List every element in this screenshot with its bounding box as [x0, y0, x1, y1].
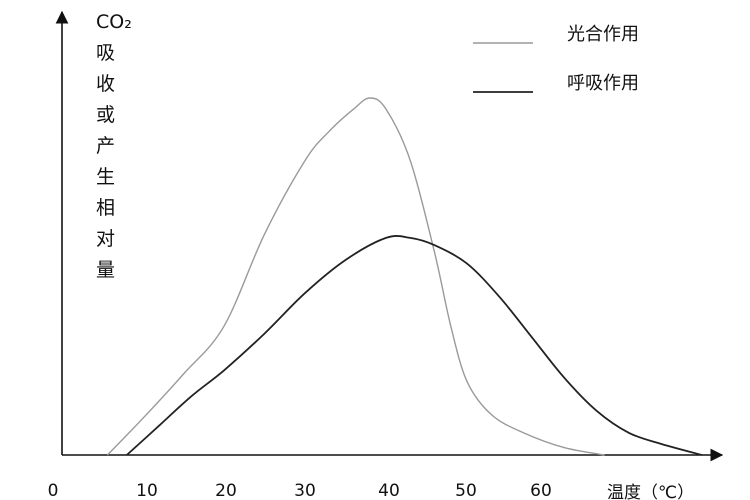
x-tick-label-40: 40: [378, 481, 400, 500]
x-tick-label-50: 50: [455, 481, 477, 500]
legend-label-0: 光合作用: [567, 24, 639, 45]
x-tick-label-30: 30: [294, 481, 316, 500]
y-label-char-6: 相: [96, 197, 115, 219]
y-label-char-0: CO₂: [96, 11, 132, 33]
y-label-char-1: 吸: [96, 42, 115, 64]
x-tick-labels: 0 10 20 30 40 50 60: [48, 481, 552, 500]
x-tick-label-0: 0: [48, 481, 59, 500]
x-tick-label-60: 60: [530, 481, 552, 500]
series-line-1: [126, 235, 703, 456]
x-axis-label: 温度（℃）: [607, 483, 694, 500]
y-label-char-4: 产: [96, 135, 115, 157]
series-lines: [106, 97, 703, 456]
y-label-char-2: 收: [96, 73, 115, 95]
x-tick-label-20: 20: [215, 481, 237, 500]
x-tick-label-10: 10: [136, 481, 158, 500]
y-label-char-5: 生: [96, 166, 115, 188]
y-label-char-8: 量: [96, 259, 115, 281]
y-label-char-7: 对: [96, 228, 115, 250]
series-line-0: [106, 97, 605, 456]
legend-label-1: 呼吸作用: [567, 73, 639, 94]
y-label-char-3: 或: [96, 104, 115, 126]
